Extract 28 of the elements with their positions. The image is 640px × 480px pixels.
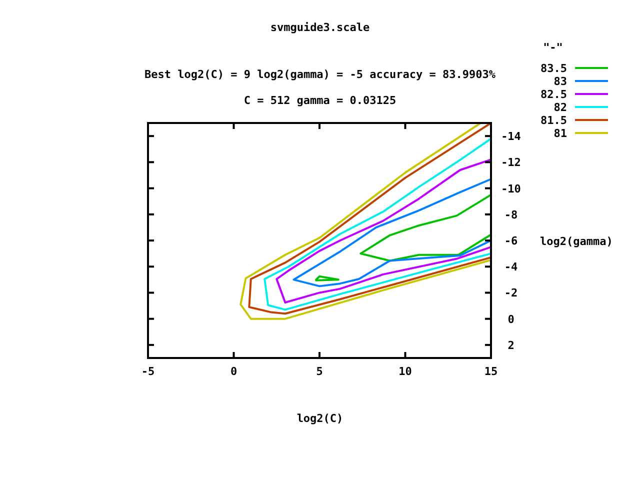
legend-title: "-" [543,41,563,54]
x-tick-label: 10 [398,365,412,378]
chart-subtitle: Best log2(C) = 9 log2(gamma) = -5 accuracy = 83.9903% C = 512 gamma = 0.03125 [144,68,496,107]
legend-label: 83.5 [540,62,567,75]
legend-label: 82 [554,101,567,114]
line-series [264,138,492,311]
line-series [292,178,492,288]
y-tick-label: 2 [508,338,514,352]
legend-label: 83 [554,75,567,88]
y-tick-label: -4 [504,260,518,274]
y-tick-label: -2 [504,286,518,300]
y-tick-label: -10 [501,182,521,196]
line-series [276,158,492,304]
y-tick-label: -12 [501,156,521,170]
legend-label: 81 [554,127,568,140]
legend-label: 82.5 [540,88,567,101]
chart-title: svmguide3.scale [270,21,370,34]
x-tick-label: 5 [316,365,323,378]
legend-label: 81.5 [540,114,567,127]
y-tick-label: -6 [504,234,518,248]
y-tick-label: -8 [504,208,518,222]
y-axis-title: log2(gamma) [540,235,613,248]
y-tick-label: -14 [501,130,522,144]
x-tick-label: 0 [230,365,238,378]
x-tick-label: 15 [484,365,498,378]
y-tick-label: 0 [508,312,514,326]
x-tick-label: -5 [141,365,155,378]
x-axis-title: log2(C) [296,412,344,425]
